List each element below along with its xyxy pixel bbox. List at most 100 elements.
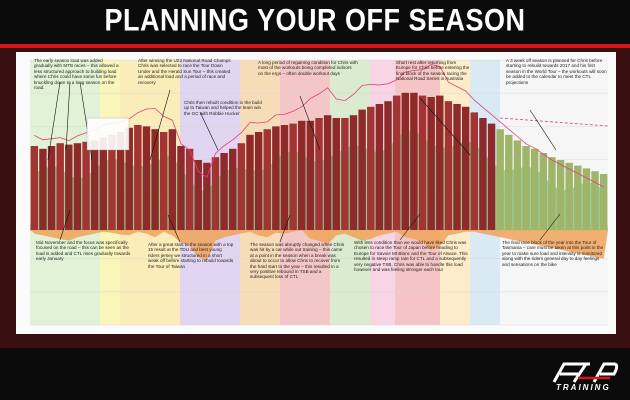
ctl-bar-58 [530, 148, 539, 230]
pointer-line-9 [167, 214, 181, 243]
annotation-early-season: The early season load was added graduall… [34, 58, 119, 91]
ctl-bar-25 [246, 134, 254, 230]
ctl-bar-46 [427, 97, 435, 230]
ctl-bar-16 [168, 129, 177, 230]
ftp-logo-icon [552, 362, 619, 383]
ctl-bar-38 [358, 109, 366, 230]
ctl-bar-37 [349, 115, 358, 230]
ctl-bar-12 [134, 125, 142, 230]
ctl-bar-13 [142, 126, 151, 230]
pointer-line-7 [529, 109, 557, 151]
ctl-bar-40 [375, 104, 384, 230]
ctl-bar-20 [203, 162, 211, 230]
ctl-bar-5 [73, 143, 82, 230]
ctl-bar-63 [574, 165, 582, 230]
annotation-tdu-result: After a great start to the season with a… [148, 242, 234, 269]
annotation-tour-of-japan: With less condition than we would have l… [354, 240, 468, 273]
ctl-bar-41 [384, 101, 392, 230]
ctl-bar-11 [125, 127, 133, 230]
ctl-bar-14 [151, 129, 159, 230]
ctl-bar-2 [47, 146, 56, 230]
ctl-bar-18 [185, 148, 194, 230]
annotation-car-accident: The season was abruptly changed when Chr… [250, 242, 345, 280]
annotation-taiwan-build: Chris then rebuilt condition in the buil… [184, 100, 262, 116]
ctl-bar-65 [591, 171, 599, 230]
hover-tooltip-box [86, 117, 130, 151]
ctl-bar-51 [470, 112, 478, 230]
title-underline [0, 44, 630, 48]
pointer-line-12 [539, 213, 561, 241]
ctl-bar-44 [410, 92, 418, 230]
annotation-u23-champs: After winning the U23 National Road Cham… [138, 58, 231, 85]
ctl-bar-17 [177, 146, 185, 230]
ctl-bar-7 [90, 140, 99, 230]
ctl-bar-61 [556, 160, 565, 230]
ctl-bar-32 [306, 120, 315, 230]
ctl-bar-1 [39, 148, 47, 230]
annotation-off-season: A 3 week off season is planned for Chris… [506, 58, 607, 85]
ctl-bar-9 [108, 134, 116, 230]
ctl-bar-56 [513, 140, 522, 230]
ctl-bar-59 [539, 153, 548, 230]
ctl-bar-55 [505, 134, 513, 230]
ctl-bar-19 [194, 160, 202, 230]
pointer-line-10 [279, 214, 291, 243]
ctl-bar-43 [401, 92, 409, 230]
ctl-bar-53 [487, 123, 496, 230]
ctl-bar-47 [436, 95, 444, 230]
ctl-bar-6 [82, 141, 90, 230]
pointer-line-11 [399, 213, 421, 241]
pointer-line-6 [419, 97, 471, 156]
annotation-regaining-condition: A long period of regaining condition for… [258, 60, 358, 76]
pointer-line-3 [149, 89, 171, 161]
ctl-bar-36 [341, 118, 349, 230]
ctl-bar-54 [496, 129, 504, 230]
ctl-bar-23 [229, 148, 237, 230]
ctl-bar-57 [522, 146, 530, 230]
ctl-bar-66 [599, 174, 608, 230]
ctl-bar-4 [65, 144, 73, 230]
ctl-bar-24 [237, 143, 246, 230]
ctl-bar-64 [582, 168, 591, 230]
page-title: PLANNING YOUR OFF SEASON [104, 2, 526, 38]
footer-bar [0, 348, 630, 400]
ctl-bar-62 [565, 162, 573, 230]
annotation-short-rest: Short rest after returning from Europe f… [396, 60, 470, 82]
annotation-tour-of-tasmania: The final race block of the year into th… [502, 240, 604, 267]
ctl-bar-30 [289, 123, 297, 230]
ctl-bar-3 [56, 143, 64, 230]
pointer-line-1 [65, 81, 71, 151]
ctl-bar-50 [461, 106, 470, 230]
pointer-line-5 [299, 95, 321, 151]
pointer-line-0 [47, 81, 61, 161]
ctl-bar-33 [315, 118, 323, 230]
ctl-bar-39 [367, 106, 375, 230]
ctl-bar-48 [444, 101, 453, 230]
ctl-bar-29 [280, 125, 289, 230]
tsb-area [30, 230, 608, 261]
ctl-bar-45 [418, 95, 427, 230]
ctl-bar-28 [272, 126, 280, 230]
ctl-bar-8 [99, 137, 108, 230]
ctl-bar-15 [160, 132, 168, 230]
ctl-bar-60 [548, 157, 556, 230]
ctl-bar-27 [263, 129, 271, 230]
annotation-mid-november: Mid November and the focus was specifica… [36, 240, 131, 262]
ctl-bar-22 [220, 153, 228, 230]
ctl-bar-35 [332, 118, 340, 230]
title-banner: PLANNING YOUR OFF SEASON [0, 0, 630, 44]
ctl-bar-21 [211, 157, 220, 230]
ctl-bar-31 [298, 120, 306, 230]
pointer-line-8 [59, 209, 71, 241]
ctl-projection-line [499, 117, 609, 127]
brand-word: TRAINING [556, 383, 611, 392]
ctl-bar-34 [323, 115, 332, 230]
ctl-bar-52 [479, 118, 487, 230]
ctl-bar-10 [116, 132, 125, 230]
ctl-bar-26 [254, 132, 263, 230]
pointer-line-4 [199, 111, 219, 151]
ctl-bar-49 [453, 104, 461, 230]
ctl-bar-42 [392, 95, 401, 230]
ctl-bar-0 [30, 146, 39, 230]
